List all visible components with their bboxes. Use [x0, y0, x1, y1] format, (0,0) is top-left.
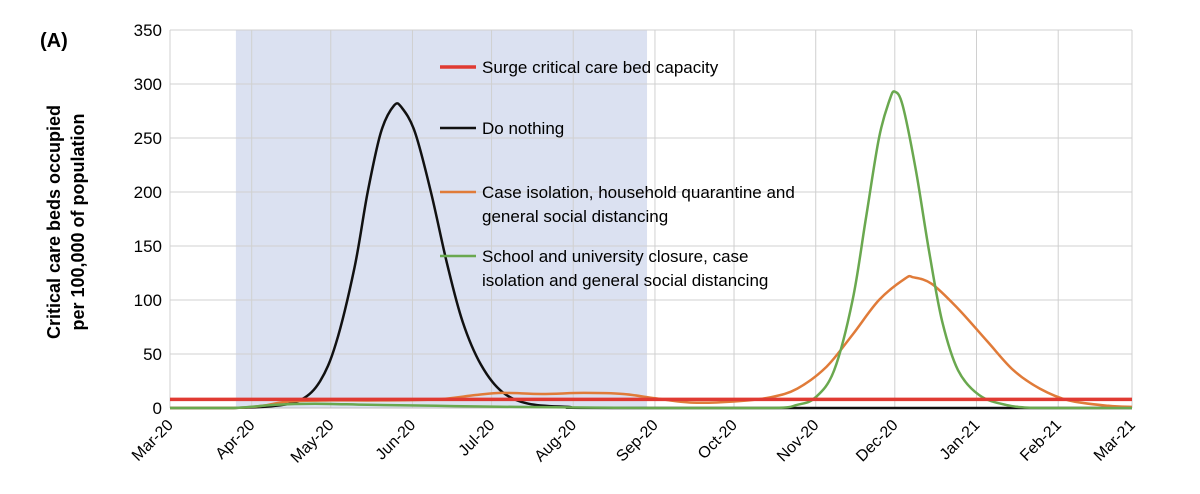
school-closure-line — [170, 90, 1132, 410]
legend-label-line: isolation and general social distancing — [482, 271, 768, 290]
x-tick-label: May-20 — [288, 417, 338, 467]
x-tick-label: Feb-21 — [1017, 417, 1065, 465]
y-axis-label: per 100,000 of population — [68, 113, 88, 330]
y-tick-label: 50 — [143, 345, 162, 364]
x-tick-label: Mar-20 — [129, 417, 177, 465]
legend-label-line: School and university closure, case — [482, 247, 748, 266]
legend-item-school-closure: School and university closure, case isola… — [440, 247, 768, 290]
x-tick-label: Aug-20 — [532, 417, 581, 466]
x-tick-label: Mar-21 — [1091, 417, 1139, 465]
y-tick-label: 300 — [134, 75, 162, 94]
legend-item-case-isolation: Case isolation, household quarantine and… — [440, 183, 795, 226]
x-tick-label: Jul-20 — [456, 417, 499, 460]
x-tick-label: Jun-20 — [373, 417, 420, 464]
legend-label-line: general social distancing — [482, 207, 668, 226]
y-axis-label: Critical care beds occupied — [44, 105, 64, 339]
y-tick-label: 200 — [134, 183, 162, 202]
legend-item-do-nothing: Do nothing — [440, 119, 564, 138]
x-tick-label: Nov-20 — [774, 417, 823, 466]
legend-item-surge: Surge critical care bed capacity — [440, 58, 719, 77]
legend-label: Case isolation, household quarantine and… — [482, 183, 795, 226]
x-tick-label: Apr-20 — [213, 417, 259, 463]
x-tick-label: Oct-20 — [695, 417, 741, 463]
x-tick-label: Jan-21 — [937, 417, 984, 464]
y-tick-label: 100 — [134, 291, 162, 310]
legend-label: Surge critical care bed capacity — [482, 58, 719, 77]
legend-label: Do nothing — [482, 119, 564, 138]
shaded-period — [235, 30, 648, 408]
legend-label: School and university closure, case isola… — [482, 247, 768, 290]
y-tick-label: 150 — [134, 237, 162, 256]
x-tick-label: Sep-20 — [613, 417, 662, 466]
y-tick-label: 0 — [153, 399, 162, 418]
panel-label: (A) — [40, 30, 68, 52]
legend-label-line: Case isolation, household quarantine and — [482, 183, 795, 202]
x-tick-label: Dec-20 — [853, 417, 902, 466]
y-tick-label: 350 — [134, 21, 162, 40]
y-tick-label: 250 — [134, 129, 162, 148]
